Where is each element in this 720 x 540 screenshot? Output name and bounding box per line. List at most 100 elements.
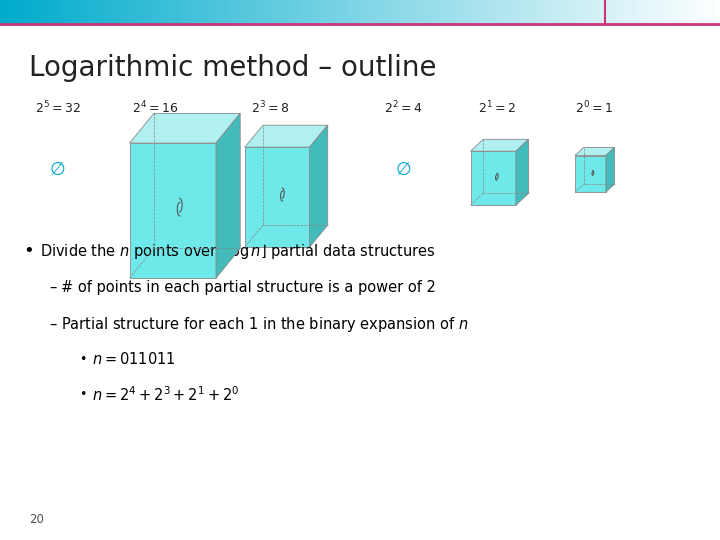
Bar <box>418 0 421 24</box>
Bar <box>410 0 414 24</box>
Bar <box>497 0 500 24</box>
Bar <box>378 0 382 24</box>
Bar <box>220 0 223 24</box>
Bar <box>353 0 356 24</box>
Polygon shape <box>310 125 328 247</box>
Text: 20: 20 <box>29 513 44 526</box>
Bar <box>713 0 716 24</box>
Text: Divide the $n$ points over $\lfloor\log n\rfloor$ partial data structures: Divide the $n$ points over $\lfloor\log … <box>40 241 435 261</box>
Bar <box>522 0 526 24</box>
Bar <box>511 0 515 24</box>
Bar <box>698 0 702 24</box>
Bar <box>169 0 173 24</box>
Bar <box>191 0 194 24</box>
Bar <box>14 0 18 24</box>
Bar <box>155 0 158 24</box>
Bar <box>295 0 299 24</box>
Bar <box>472 0 475 24</box>
Bar <box>176 0 180 24</box>
Bar <box>443 0 446 24</box>
Bar <box>482 0 486 24</box>
Bar <box>673 0 677 24</box>
Bar <box>364 0 367 24</box>
Bar <box>101 0 104 24</box>
Bar <box>371 0 374 24</box>
Bar <box>317 0 320 24</box>
Bar <box>263 0 266 24</box>
Bar <box>47 0 50 24</box>
Bar <box>594 0 598 24</box>
Bar <box>612 0 616 24</box>
Bar <box>450 0 454 24</box>
Bar <box>29 0 32 24</box>
Bar <box>133 0 137 24</box>
Bar <box>616 0 619 24</box>
Bar <box>518 0 522 24</box>
Bar <box>50 0 54 24</box>
Bar <box>320 0 324 24</box>
Bar <box>274 0 277 24</box>
Bar <box>7 0 11 24</box>
Bar <box>475 0 479 24</box>
Bar <box>558 0 562 24</box>
Bar <box>108 0 112 24</box>
Bar <box>580 0 583 24</box>
Bar <box>637 0 641 24</box>
Bar <box>648 0 652 24</box>
Bar <box>666 0 670 24</box>
Bar <box>436 0 439 24</box>
Bar <box>209 0 212 24</box>
Bar <box>374 0 378 24</box>
Bar <box>691 0 695 24</box>
Bar <box>630 0 634 24</box>
Bar <box>468 0 472 24</box>
Bar <box>112 0 115 24</box>
Bar <box>533 0 536 24</box>
Bar <box>202 0 205 24</box>
Bar <box>151 0 155 24</box>
Bar <box>277 0 281 24</box>
Bar <box>306 0 310 24</box>
Bar <box>328 0 331 24</box>
Bar <box>562 0 565 24</box>
Text: –: – <box>49 280 56 295</box>
Bar <box>575 156 606 192</box>
Bar <box>677 0 680 24</box>
Bar <box>68 0 72 24</box>
Bar <box>58 0 61 24</box>
Bar <box>536 0 540 24</box>
Bar <box>407 0 410 24</box>
Bar <box>680 0 684 24</box>
Bar <box>540 0 544 24</box>
Bar <box>446 0 450 24</box>
Bar <box>576 0 580 24</box>
Bar <box>25 0 29 24</box>
Bar <box>716 0 720 24</box>
Bar <box>342 0 346 24</box>
Bar <box>140 0 144 24</box>
Text: $2^2 = 4$: $2^2 = 4$ <box>384 100 423 116</box>
Bar <box>349 0 353 24</box>
Polygon shape <box>216 113 240 278</box>
Bar <box>115 0 119 24</box>
Bar <box>346 0 349 24</box>
Bar <box>324 0 328 24</box>
Bar <box>598 0 601 24</box>
Bar <box>569 0 572 24</box>
Bar <box>425 0 428 24</box>
Bar <box>198 0 202 24</box>
Bar <box>634 0 637 24</box>
Bar <box>184 0 187 24</box>
Bar <box>508 0 511 24</box>
Bar <box>360 0 364 24</box>
Bar <box>490 0 493 24</box>
Bar <box>335 0 338 24</box>
Bar <box>659 0 662 24</box>
Bar <box>428 0 432 24</box>
Bar <box>212 0 216 24</box>
Bar <box>126 0 130 24</box>
Bar <box>144 0 148 24</box>
Bar <box>655 0 659 24</box>
Bar <box>22 0 25 24</box>
Bar <box>695 0 698 24</box>
